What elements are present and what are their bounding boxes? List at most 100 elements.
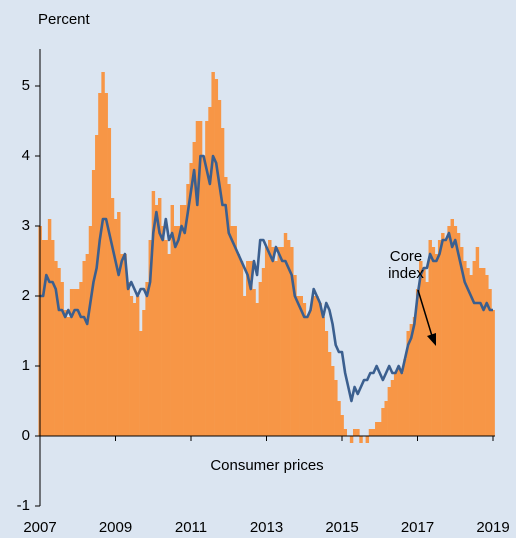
bar xyxy=(330,366,335,436)
arrow xyxy=(417,289,433,337)
bar xyxy=(41,240,46,436)
bar xyxy=(327,352,332,436)
bar xyxy=(161,226,165,436)
bar xyxy=(63,310,68,436)
x-tick-label: 2009 xyxy=(99,519,132,536)
bar xyxy=(44,240,49,436)
bar xyxy=(384,401,388,436)
bar xyxy=(349,436,354,443)
bar xyxy=(135,296,140,436)
bar xyxy=(299,296,303,436)
bar xyxy=(337,401,341,436)
y-tick-label: 2 xyxy=(22,287,30,304)
bar xyxy=(145,282,149,436)
bar xyxy=(268,240,272,436)
bar xyxy=(239,261,244,436)
bar xyxy=(378,422,382,436)
bar xyxy=(444,240,448,436)
y-tick-label: 1 xyxy=(22,357,30,374)
bar xyxy=(66,317,71,436)
bar-series-label: Consumer prices xyxy=(210,457,323,474)
bar xyxy=(481,268,486,436)
bar xyxy=(139,331,143,436)
bar xyxy=(340,415,344,436)
bar xyxy=(117,212,121,436)
bar xyxy=(107,128,112,436)
y-tick-label: 3 xyxy=(22,217,30,234)
bar xyxy=(142,310,146,436)
bar xyxy=(352,429,357,436)
bar xyxy=(176,226,181,436)
bar xyxy=(173,226,178,436)
bar xyxy=(359,436,363,443)
bar xyxy=(397,366,401,436)
bar xyxy=(277,247,281,436)
x-tick-label: 2013 xyxy=(250,519,283,536)
bar xyxy=(447,226,451,436)
bar xyxy=(406,331,410,436)
bar xyxy=(412,317,417,436)
y-tick-label: 0 xyxy=(22,427,30,444)
bar xyxy=(283,233,288,436)
bar xyxy=(485,275,489,436)
x-tick-label: 2019 xyxy=(476,519,509,536)
bar xyxy=(220,128,225,436)
bar xyxy=(113,219,118,436)
bar xyxy=(315,296,319,436)
bar xyxy=(101,72,105,436)
bar xyxy=(469,275,473,436)
x-tick-label: 2011 xyxy=(175,519,207,536)
bar xyxy=(85,254,90,436)
bar xyxy=(472,261,476,436)
bar xyxy=(393,373,398,436)
bar xyxy=(236,254,241,436)
bar xyxy=(57,268,61,436)
bar xyxy=(214,79,219,436)
bar xyxy=(425,282,429,436)
bar xyxy=(217,100,222,436)
bar xyxy=(208,107,212,436)
bar xyxy=(466,268,470,436)
bar xyxy=(390,380,395,436)
bar xyxy=(189,163,193,436)
bar xyxy=(110,198,115,436)
bar xyxy=(450,219,454,436)
bar xyxy=(205,121,209,436)
bar xyxy=(286,240,291,436)
bar xyxy=(441,233,445,436)
bar xyxy=(271,247,275,436)
bar xyxy=(403,359,407,436)
bar xyxy=(183,205,187,436)
bar xyxy=(195,121,200,436)
bar xyxy=(290,247,294,436)
bar xyxy=(453,226,458,436)
x-tick-label: 2007 xyxy=(23,519,56,536)
bar xyxy=(91,170,96,436)
bar xyxy=(242,296,247,436)
bar xyxy=(129,296,134,436)
bar xyxy=(154,205,159,436)
bar xyxy=(305,317,310,436)
bar xyxy=(192,142,197,436)
x-tick-label: 2017 xyxy=(401,519,434,536)
bar xyxy=(95,135,99,436)
y-tick-label: 4 xyxy=(22,147,30,164)
bar xyxy=(164,240,168,436)
bar xyxy=(321,317,325,436)
bar xyxy=(274,261,278,436)
bar xyxy=(123,254,127,436)
bar xyxy=(69,289,74,436)
bar xyxy=(375,422,379,436)
bar xyxy=(437,240,442,436)
bar xyxy=(258,282,263,436)
bar xyxy=(151,191,156,436)
bar xyxy=(227,184,231,436)
bar xyxy=(387,387,392,436)
bar xyxy=(79,282,83,436)
bar xyxy=(104,93,108,436)
bar xyxy=(224,177,228,436)
bar xyxy=(491,310,495,436)
bar xyxy=(98,93,102,436)
bar xyxy=(126,282,130,436)
